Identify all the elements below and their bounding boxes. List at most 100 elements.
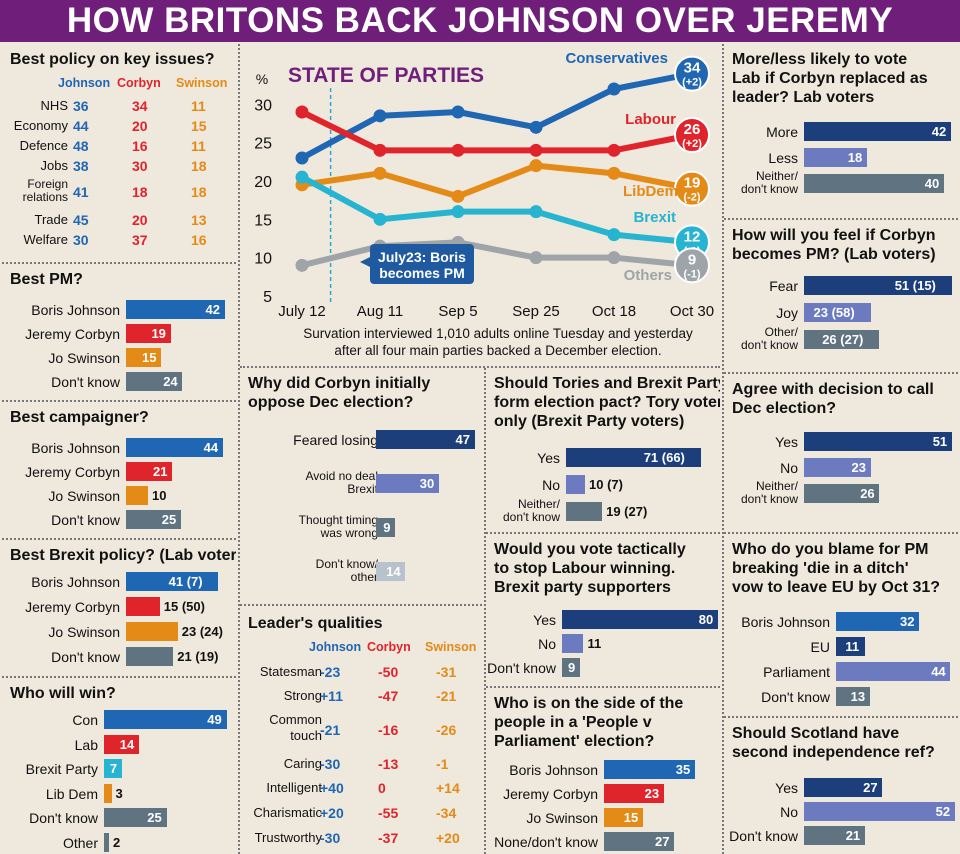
panel-title: breaking 'die in a ditch' xyxy=(732,560,909,577)
bar-label-jeremy-corbyn: Jeremy Corbyn xyxy=(25,599,120,615)
bar-value-boris-johnson: 44 xyxy=(203,440,219,455)
end-value-libdem: 19 xyxy=(684,175,701,192)
bar-label-eu: EU xyxy=(810,639,830,655)
bar-value-boris-johnson: 42 xyxy=(205,302,220,317)
bar-value-yes: 80 xyxy=(698,612,714,627)
bar-value-more: 42 xyxy=(931,124,947,139)
x-tick-label: July 12 xyxy=(278,303,326,320)
series-line-others xyxy=(299,239,695,269)
bar-don-t-know xyxy=(562,658,580,677)
end-bubble-conservatives xyxy=(674,55,710,92)
divider-col3 xyxy=(722,44,724,854)
bar-label-neither-: Neither/don't know xyxy=(503,498,560,524)
panel-title: Leader's qualities xyxy=(248,615,383,632)
bar-don-t-know xyxy=(104,808,167,827)
y-tick-label: 5 xyxy=(263,289,272,306)
bar-label-other: Other xyxy=(62,834,98,851)
policy-value: 44 xyxy=(73,118,89,134)
bar-jeremy-corbyn xyxy=(126,462,173,481)
divider xyxy=(486,686,720,688)
bar-label-jo-swinson: Jo Swinson xyxy=(48,350,120,366)
quality-label: Strong xyxy=(283,688,322,703)
bar-value-brexit-party: 7 xyxy=(109,761,118,776)
panel-title: Best policy on key issues? xyxy=(10,51,215,68)
label-line: Foreign xyxy=(27,177,68,191)
series-point-libdem xyxy=(373,166,387,180)
people-v-parliament-panel: Who is on the side of the people in a 'Pe… xyxy=(486,690,720,854)
chart-footnote: after all four main parties backed a Dec… xyxy=(334,343,661,358)
bar-label-jeremy-corbyn: Jeremy Corbyn xyxy=(25,464,120,480)
bar-value-jo-swinson: 15 xyxy=(142,350,157,365)
bar-more xyxy=(804,122,951,141)
row-label: Economy xyxy=(13,118,68,133)
label-line: Thought timing xyxy=(298,513,378,527)
bar-label-jeremy-corbyn: Jeremy Corbyn xyxy=(503,786,598,802)
y-axis-unit: % xyxy=(256,71,268,87)
bar-don-t-know xyxy=(126,647,174,666)
divider xyxy=(240,366,720,368)
bar-value-feared-losing: 47 xyxy=(455,432,470,447)
chart-title: STATE OF PARTIES xyxy=(288,64,484,87)
series-point-conservatives xyxy=(529,120,543,134)
label-line: don't know xyxy=(741,338,798,352)
bar-value-jo-swinson: 15 xyxy=(623,810,639,825)
bar-label-jo-swinson: Jo Swinson xyxy=(48,624,120,640)
bar-label-don-t-know: Don't know xyxy=(51,512,120,528)
bar-label-con: Con xyxy=(72,712,98,728)
bar-label-none-don-t-know: None/don't know xyxy=(494,834,598,850)
panel-title: Would you vote tactically xyxy=(494,541,686,558)
col-header-johnson: Johnson xyxy=(309,640,362,654)
bar-value-neither-: 26 xyxy=(860,486,875,501)
panel-title: Dec election? xyxy=(732,400,837,417)
chart-footnote: Survation interviewed 1,010 adults onlin… xyxy=(303,326,693,341)
label-line: Don't know/ xyxy=(315,557,378,571)
label-line: other xyxy=(350,570,378,584)
bar-label-fear: Fear xyxy=(769,278,798,294)
bar-label-jeremy-corbyn: Jeremy Corbyn xyxy=(25,326,120,342)
bar-feared-losing xyxy=(376,430,475,449)
annotation-line1: July23: Boris xyxy=(378,249,466,265)
panel-title: to stop Labour winning. xyxy=(494,560,676,577)
policy-value: 37 xyxy=(132,232,148,248)
policy-value: 11 xyxy=(191,138,206,154)
feel-corbyn-pm-panel: How will you feel if Corbyn becomes PM? (… xyxy=(724,222,958,370)
panel-title: Who will win? xyxy=(10,685,116,702)
quality-value: +14 xyxy=(436,780,460,796)
best-pm-panel: Best PM? Boris Johnson 42 Jeremy Corbyn 19 Jo… xyxy=(2,266,236,398)
bar-label-don-t-know-: Don't know/other xyxy=(316,558,378,584)
bar-label-boris-johnson: Boris Johnson xyxy=(509,762,598,778)
bar-label-parliament: Parliament xyxy=(763,664,830,680)
x-tick-label: Sep 5 xyxy=(438,303,477,320)
bar-value-jeremy-corbyn: 23 xyxy=(644,786,660,801)
label-line: touch xyxy=(290,728,322,743)
bar-value-don-t-know: 21 (19) xyxy=(177,649,219,664)
bar-other- xyxy=(804,330,880,349)
end-bubble-others xyxy=(674,247,710,284)
panel-title: Best PM? xyxy=(10,271,83,288)
policy-value: 16 xyxy=(191,232,207,248)
panel-title: Lab if Corbyn replaced as xyxy=(732,70,928,87)
bar-value-don-t-know: 13 xyxy=(850,689,866,704)
series-point-brexit xyxy=(529,205,543,219)
policy-value: 18 xyxy=(132,184,148,200)
panel-title: Parliament' election? xyxy=(494,733,655,750)
corbyn-oppose-panel: Why did Corbyn initially oppose Dec elect… xyxy=(240,370,482,602)
bar-jo-swinson xyxy=(126,486,148,505)
dec-election-panel: Agree with decision to call Dec election?… xyxy=(724,376,958,530)
bar-value-jo-swinson: 10 xyxy=(152,488,167,503)
x-tick-label: Oct 18 xyxy=(592,303,636,320)
bar-value-don-t-know: 9 xyxy=(567,660,576,675)
label-line: Other/ xyxy=(764,325,798,339)
bar-value-jeremy-corbyn: 19 xyxy=(151,326,166,341)
bar-no xyxy=(562,634,584,653)
policy-value: 18 xyxy=(191,158,207,174)
bar-label-neither-: Neither/don't know xyxy=(741,170,798,196)
label-line: Neither/ xyxy=(755,169,798,183)
bar-label-no: No xyxy=(780,460,798,476)
end-change-labour: (+2) xyxy=(682,138,702,150)
bar-label-neither-: Neither/don't know xyxy=(741,480,798,506)
state-of-parties-chart: 5 10 15 20 25 30% July 12 Aug 11 Sep 5 Sep 25 Oct … xyxy=(254,50,714,358)
bar-value-avoid-no-deal: 30 xyxy=(419,476,435,491)
series-line-libdem xyxy=(299,162,695,200)
quality-value: +11 xyxy=(320,688,343,704)
